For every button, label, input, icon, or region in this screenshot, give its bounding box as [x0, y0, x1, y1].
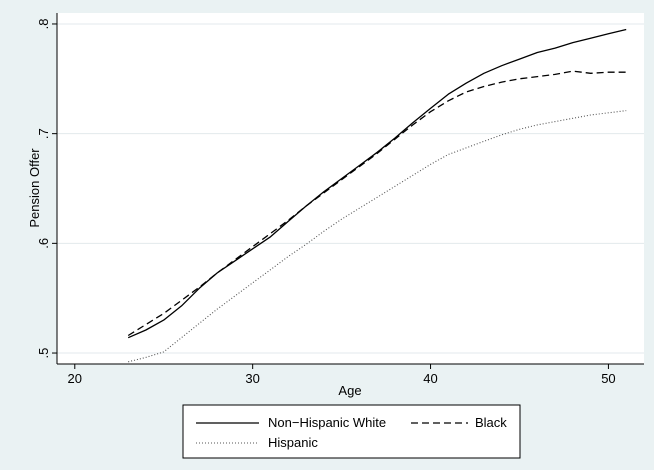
series-lines [127, 28, 627, 363]
x-tick-label-1: 30 [245, 371, 259, 386]
legend-label-series-0: Non−Hispanic White [268, 415, 386, 430]
series-line-2 [128, 110, 627, 363]
gridlines [57, 23, 644, 354]
y-ticks: .5 .6 .7 .8 [36, 19, 57, 359]
legend-box [182, 404, 521, 459]
x-tick-label-2: 40 [423, 371, 437, 386]
x-axis-title: Age [338, 383, 361, 398]
y-tick-label-2: .7 [36, 128, 51, 139]
axes [56, 13, 644, 365]
x-ticks: 20 30 40 50 [68, 364, 616, 386]
y-tick-label-1: .6 [36, 238, 51, 249]
legend: Non−Hispanic White Black Hispanic [182, 404, 521, 459]
y-axis-title: Pension Offer [27, 148, 42, 228]
x-tick-label-3: 50 [601, 371, 615, 386]
legend-label-series-1: Black [475, 415, 507, 430]
y-tick-label-3: .8 [36, 19, 51, 30]
legend-label-series-2: Hispanic [268, 435, 318, 450]
plot-area [57, 13, 644, 364]
series-line-1 [127, 70, 627, 337]
x-tick-label-0: 20 [68, 371, 82, 386]
y-tick-label-0: .5 [36, 348, 51, 359]
